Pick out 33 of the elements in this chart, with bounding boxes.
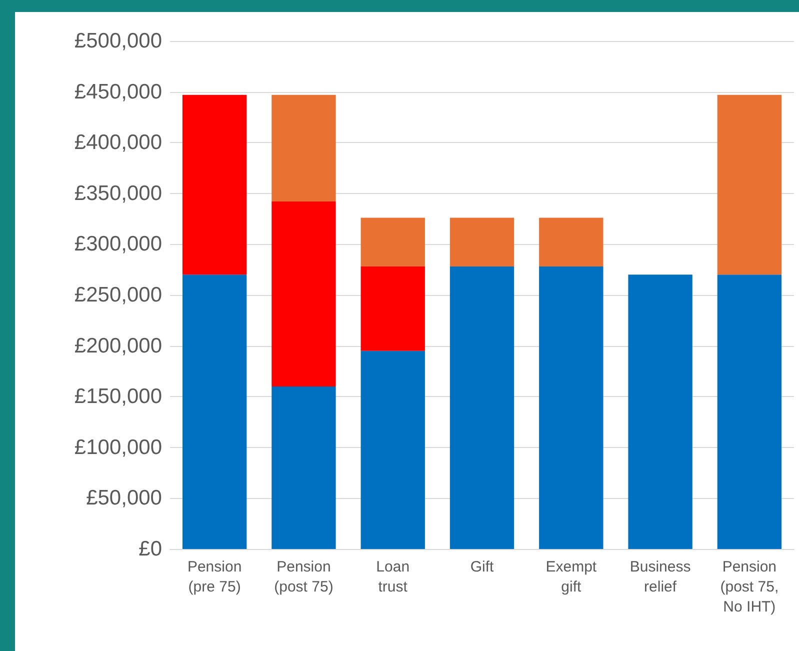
bar <box>628 274 692 549</box>
bar <box>182 274 247 549</box>
bar <box>360 266 425 351</box>
y-tick-label: £150,000 <box>74 385 162 408</box>
bar <box>539 266 604 549</box>
x-tick-label: Exempt gift <box>546 558 598 596</box>
bar <box>717 94 782 275</box>
y-tick-label: £200,000 <box>74 334 162 358</box>
bar <box>272 94 336 202</box>
y-tick-label: £450,000 <box>74 80 162 104</box>
y-tick-label: £0 <box>138 538 162 560</box>
x-tick-label: Pension (post 75) <box>274 558 334 596</box>
bar <box>450 266 514 549</box>
y-tick-label: £100,000 <box>74 436 162 459</box>
y-tick-label: £400,000 <box>74 131 162 154</box>
bar <box>182 94 247 275</box>
y-tick-label: £250,000 <box>74 284 162 306</box>
x-tick-label: Loan trust <box>376 558 410 596</box>
bar <box>360 350 425 549</box>
y-tick-label: £50,000 <box>86 486 162 510</box>
bar <box>717 274 782 549</box>
x-tick-label: Pension (post 75, No IHT) <box>720 558 779 616</box>
bar <box>360 218 425 267</box>
x-tick-label: Pension (pre 75) <box>187 558 242 596</box>
bar <box>272 386 336 549</box>
bar <box>450 218 514 267</box>
y-tick-label: £300,000 <box>74 232 162 256</box>
bar <box>539 218 604 267</box>
y-tick-label: £500,000 <box>74 30 162 52</box>
x-tick-label: Business relief <box>630 558 691 596</box>
bar <box>272 202 336 386</box>
y-tick-label: £350,000 <box>74 182 162 205</box>
x-tick-label: Gift <box>470 558 494 576</box>
